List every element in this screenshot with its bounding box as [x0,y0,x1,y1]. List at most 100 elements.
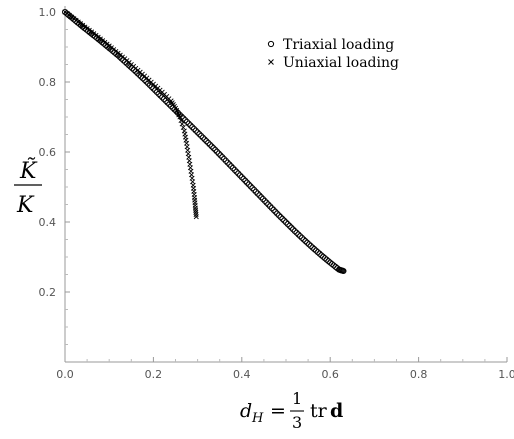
y-axis-label: K̃ K [14,158,42,218]
triaxial-point [309,244,316,251]
triaxial-point [185,120,192,127]
triaxial-point [297,233,304,240]
triaxial-point [150,85,157,92]
x-tick-label: 0.2 [145,368,163,381]
x-label-denominator: 3 [292,413,302,432]
triaxial-point [263,199,270,206]
x-tick-label: 1.0 [498,368,514,381]
triaxial-point [201,136,208,143]
triaxial-point [244,179,251,186]
triaxial-point [311,246,318,253]
triaxial-point [340,267,347,275]
triaxial-point [321,255,328,262]
triaxial-point [279,215,286,222]
y-tick-label: 0.6 [39,146,57,159]
data-marks [61,8,347,275]
triaxial-point [229,165,237,172]
triaxial-point [187,122,194,129]
triaxial-point [258,194,265,201]
uniaxial-point [180,124,186,131]
triaxial-point [272,208,279,215]
triaxial-point [63,10,70,17]
triaxial-point [275,212,282,219]
triaxial-point [251,186,258,193]
triaxial-point [323,256,330,263]
triaxial-point [295,231,302,238]
triaxial-point [192,127,199,134]
triaxial-point [282,219,290,226]
triaxial-point [277,214,284,221]
triaxial-point [221,155,228,163]
triaxial-point [208,143,215,150]
x-tick-label: 0.0 [56,368,74,381]
uniaxial-point [178,117,184,124]
triaxial-point [256,192,263,199]
triaxial-point [320,253,327,260]
x-label-numerator: 1 [292,389,302,408]
triaxial-point [314,249,321,256]
triaxial-point [238,174,245,181]
legend-label-triaxial: Triaxial loading [283,37,394,53]
triaxial-point [254,190,261,197]
triaxial-point [166,101,173,108]
triaxial-point [318,252,325,259]
triaxial-point [226,161,233,168]
triaxial-point [288,224,295,231]
triaxial-point [194,129,201,136]
y-label-numerator: K̃ [19,158,38,184]
triaxial-point [182,117,189,124]
triaxial-point [307,242,314,249]
triaxial-point [159,94,166,101]
triaxial-point [141,76,148,83]
triaxial-point [290,226,297,233]
triaxial-point [302,238,309,245]
x-label-argument: d [330,400,343,422]
triaxial-point [245,181,252,188]
x-label-subscript: H [251,411,264,426]
uniaxial-point [193,214,199,220]
triaxial-point [274,210,281,217]
triaxial-point [249,185,256,192]
axis-ticks [64,11,508,362]
x-axis-label: d H = 1 3 tr d [240,389,343,432]
triaxial-point [205,139,212,146]
x-tick-label: 0.4 [233,368,251,381]
triaxial-point [217,152,224,159]
triaxial-point [222,157,229,164]
triaxial-point [313,247,320,254]
triaxial-point [242,177,249,184]
legend: Triaxial loading Uniaxial loading [267,37,399,71]
triaxial-point [162,97,169,104]
triaxial-point [284,221,291,228]
triaxial-point [233,168,240,175]
triaxial-point [213,148,221,155]
y-label-denominator: K [16,193,35,218]
triaxial-point [139,75,146,82]
triaxial-point [252,188,259,195]
triaxial-point [298,234,305,241]
triaxial-point [240,175,247,183]
triaxial-point [305,241,313,248]
uniaxial-point [179,121,185,127]
triaxial-point [286,222,293,229]
triaxial-point [224,159,231,166]
triaxial-point [199,134,206,141]
y-tick-label: 0.8 [39,76,57,89]
triaxial-point [235,170,242,177]
y-tick-label: 1.0 [39,6,57,19]
triaxial-point [268,205,275,212]
triaxial-point [261,197,268,204]
triaxial-point [198,132,205,139]
legend-label-uniaxial: Uniaxial loading [283,55,399,71]
triaxial-point [304,239,311,246]
x-label-equals: = [270,400,286,422]
legend-marker-uniaxial [268,59,274,65]
triaxial-point [259,195,267,203]
triaxial-point [74,19,81,26]
x-tick-label: 0.8 [410,368,428,381]
triaxial-point [215,150,222,157]
triaxial-point [152,87,159,94]
y-tick-label: 0.2 [39,286,57,299]
triaxial-point [160,96,168,103]
triaxial-point [293,229,300,236]
